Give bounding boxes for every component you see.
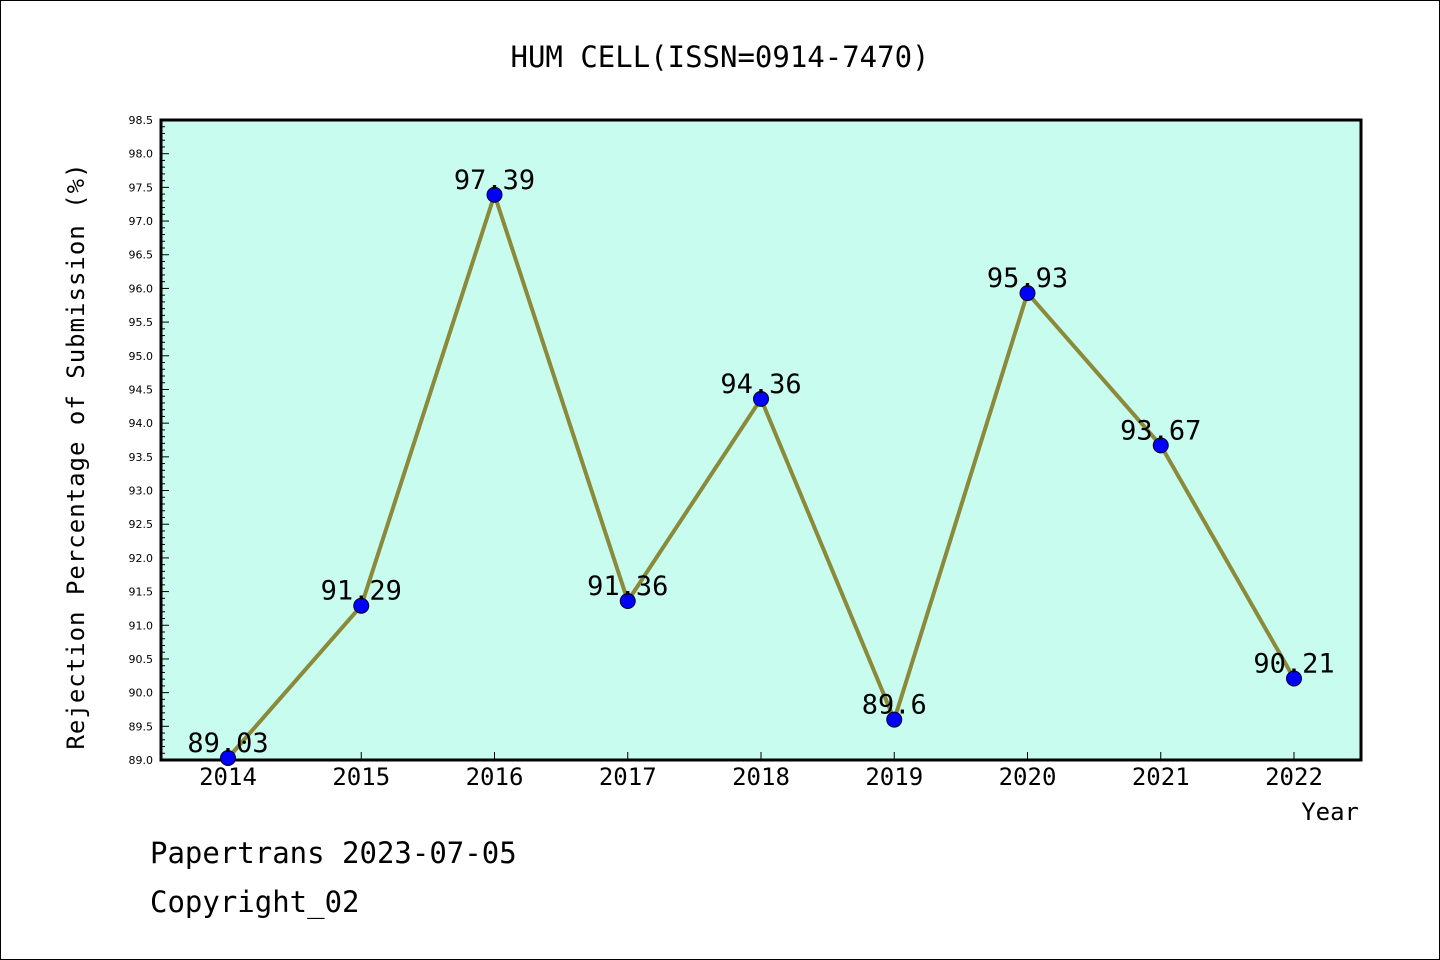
x-tick-label: 2016 xyxy=(466,763,524,791)
y-tick-label: 92.5 xyxy=(129,518,154,531)
y-tick-label: 92.0 xyxy=(129,552,154,565)
data-point xyxy=(753,390,769,407)
x-tick-label: 2018 xyxy=(732,763,790,791)
data-point xyxy=(886,711,903,728)
y-tick-label: 93.0 xyxy=(129,485,154,498)
data-point xyxy=(353,597,370,614)
y-tick-label: 98.0 xyxy=(129,148,154,161)
y-tick-label: 91.0 xyxy=(129,619,154,632)
x-tick-label: 2022 xyxy=(1265,763,1323,791)
footer-copyright: Copyright_02 xyxy=(150,885,360,919)
y-tick-label: 94.5 xyxy=(129,383,154,396)
data-point xyxy=(1019,285,1036,302)
data-point xyxy=(220,749,236,766)
y-tick-label: 90.5 xyxy=(129,653,154,666)
chart-title: HUM CELL(ISSN=0914-7470) xyxy=(510,40,929,74)
data-label: 90.21 xyxy=(1253,648,1334,679)
data-label: 94.36 xyxy=(720,369,801,400)
x-tick-label: 2017 xyxy=(599,763,657,791)
data-label: 93.67 xyxy=(1120,415,1201,446)
x-tick-label: 2015 xyxy=(332,763,390,791)
data-label: 89.6 xyxy=(862,690,927,721)
data-point xyxy=(1286,670,1302,687)
y-tick-label: 91.5 xyxy=(129,586,154,599)
data-label: 89.03 xyxy=(187,728,268,759)
y-tick-label: 94.0 xyxy=(129,417,154,430)
x-tick-label: 2014 xyxy=(199,763,257,791)
data-label: 97.39 xyxy=(454,165,535,196)
y-tick-label: 93.5 xyxy=(129,451,154,464)
y-tick-label: 97.0 xyxy=(129,215,154,228)
y-tick-label: 96.0 xyxy=(129,282,154,295)
y-tick-label: 89.0 xyxy=(129,754,154,767)
data-point xyxy=(486,186,503,203)
y-tick-label: 96.5 xyxy=(129,249,154,262)
data-label: 91.36 xyxy=(587,571,668,602)
y-tick-label: 89.5 xyxy=(129,720,154,733)
x-tick-label: 2021 xyxy=(1132,763,1190,791)
data-label: 91.29 xyxy=(321,576,402,607)
data-point xyxy=(619,593,636,610)
y-tick-label: 90.0 xyxy=(129,687,154,700)
footer-source: Papertrans 2023-07-05 xyxy=(150,836,517,870)
x-tick-label: 2019 xyxy=(865,763,923,791)
x-tick-label: 2020 xyxy=(999,763,1057,791)
data-label: 95.93 xyxy=(987,263,1068,294)
y-tick-label: 95.0 xyxy=(129,350,154,363)
y-axis-label: Rejection Percentage of Submission (%) xyxy=(62,162,90,749)
data-point xyxy=(1152,437,1169,454)
x-axis-label: Year xyxy=(1301,798,1359,826)
y-tick-label: 98.5 xyxy=(129,114,154,127)
y-tick-label: 97.5 xyxy=(129,181,154,194)
y-tick-label: 95.5 xyxy=(129,316,154,329)
